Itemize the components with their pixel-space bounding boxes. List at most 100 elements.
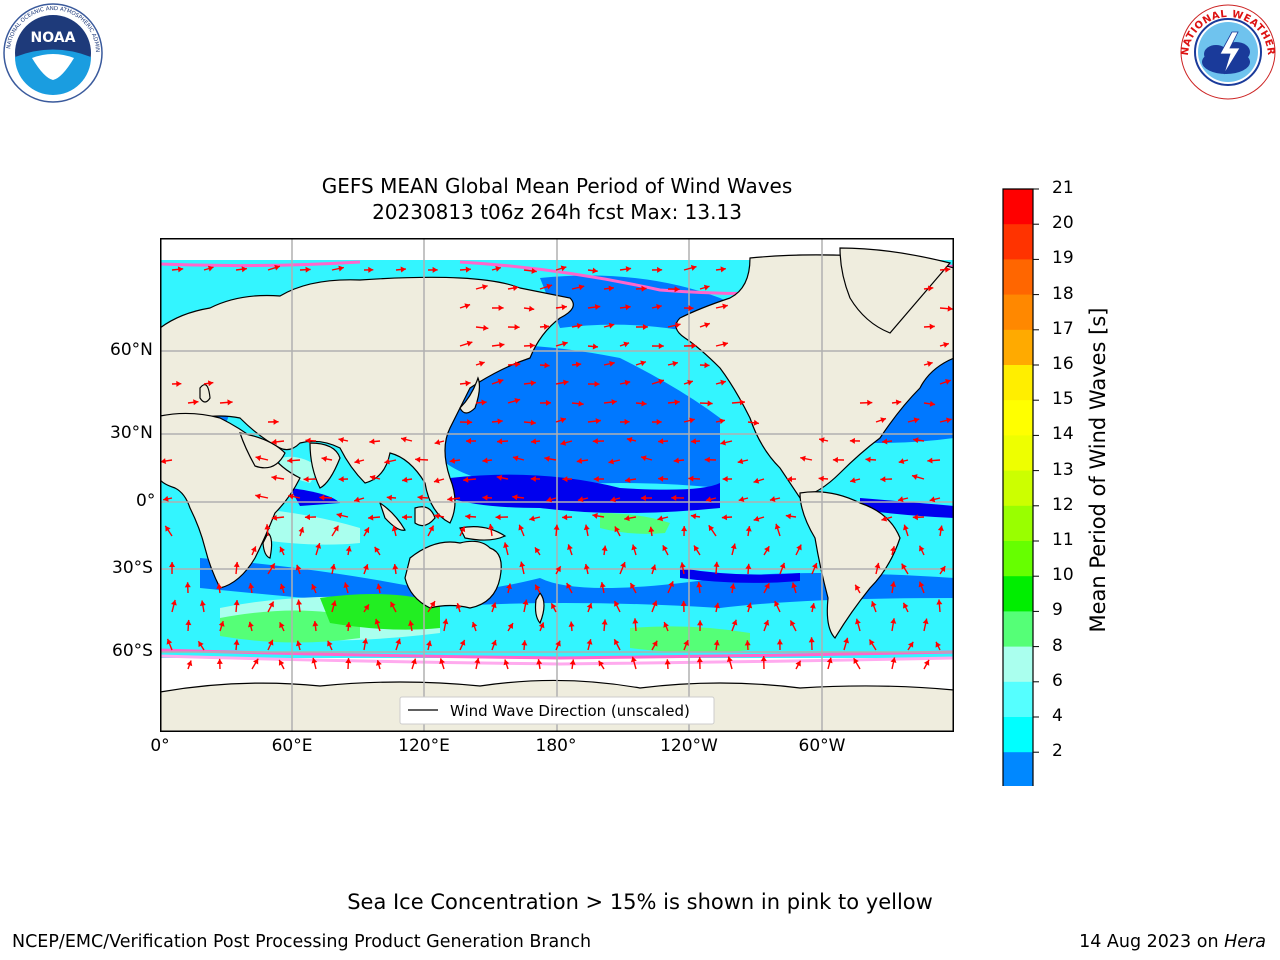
wave-vector-head bbox=[592, 438, 598, 445]
wave-vector-head bbox=[592, 343, 599, 350]
wave-vector-head bbox=[631, 544, 638, 551]
wave-vector-head bbox=[855, 618, 861, 625]
wave-vector-head bbox=[315, 543, 322, 549]
wave-vector-head bbox=[867, 399, 873, 406]
wave-vector-head bbox=[674, 286, 680, 293]
wave-vector-head bbox=[688, 475, 694, 482]
wave-vector-head bbox=[354, 496, 360, 503]
wave-vector-head bbox=[483, 324, 489, 331]
wave-vector-head bbox=[737, 458, 744, 465]
wave-vector-head bbox=[614, 639, 620, 646]
land-sumatra bbox=[378, 501, 406, 531]
land-new-guinea bbox=[459, 526, 507, 541]
wave-vector-head bbox=[345, 658, 352, 664]
wave-vector-head bbox=[641, 285, 647, 292]
wave-vector-head bbox=[169, 561, 176, 567]
colorbar-tick-label: 4 bbox=[1052, 706, 1063, 726]
wave-vector-head bbox=[853, 658, 859, 665]
wave-vector-head bbox=[471, 621, 478, 628]
wave-vector-head bbox=[769, 496, 776, 503]
wave-vector-head bbox=[338, 476, 344, 483]
wave-vector-head bbox=[913, 437, 919, 444]
wave-vector-head bbox=[491, 640, 497, 646]
wave-vector-head bbox=[496, 474, 503, 481]
wave-vector-head bbox=[620, 562, 626, 568]
wave-vector-head bbox=[745, 526, 752, 532]
wave-vector-head bbox=[819, 437, 825, 444]
wave-vector-head bbox=[609, 360, 615, 367]
wave-vector-head bbox=[795, 660, 801, 667]
wave-vector-head bbox=[176, 380, 182, 387]
wave-vector-head bbox=[911, 474, 918, 480]
wave-vector-head bbox=[722, 476, 728, 483]
wave-vector-head bbox=[199, 600, 206, 606]
wave-vector-head bbox=[713, 640, 720, 646]
wave-vector-head bbox=[481, 399, 487, 406]
colorbar-segment bbox=[1003, 611, 1033, 648]
wave-vector-head bbox=[890, 618, 897, 624]
wave-vector-head bbox=[927, 285, 934, 292]
colorbar-tick-label: 19 bbox=[1052, 248, 1074, 269]
wave-vector-head bbox=[278, 659, 285, 666]
land-greenland bbox=[839, 247, 952, 334]
wave-vector-head bbox=[279, 546, 285, 553]
wave-vector-head bbox=[288, 493, 294, 500]
wave-vector-head bbox=[945, 379, 951, 385]
colorbar-segment bbox=[1003, 329, 1033, 366]
wave-vector-head bbox=[704, 456, 710, 463]
wave-vector-head bbox=[560, 417, 566, 424]
wave-vector-head bbox=[578, 400, 584, 407]
wave-vector-head bbox=[333, 525, 339, 532]
wave-vector-head bbox=[586, 639, 593, 645]
wave-vector-head bbox=[544, 455, 550, 462]
wave-vector-head bbox=[719, 418, 725, 425]
wave-vector-head bbox=[593, 476, 599, 483]
wave-vector-head bbox=[160, 458, 167, 465]
wave-vector-head bbox=[447, 495, 453, 502]
wave-vector-head bbox=[362, 638, 369, 644]
colorbar-segment bbox=[1003, 400, 1033, 436]
wave-vector-head bbox=[459, 639, 466, 646]
wave-vector-head bbox=[455, 603, 462, 609]
wave-vector-head bbox=[691, 342, 697, 349]
wave-vector-head bbox=[363, 564, 369, 571]
wave-vector-head bbox=[818, 475, 824, 482]
wave-vector-head bbox=[269, 563, 275, 570]
wave-vector-head bbox=[786, 476, 793, 483]
wave-vector-head bbox=[598, 660, 604, 667]
wave-vector-head bbox=[207, 265, 214, 272]
wave-vector-head bbox=[177, 266, 184, 273]
wave-vector-head bbox=[545, 399, 551, 406]
x-tick-120W: 120°W bbox=[660, 736, 718, 756]
wave-vector-head bbox=[722, 341, 728, 348]
wave-vector-head bbox=[890, 581, 897, 587]
wave-vector-head bbox=[576, 457, 583, 464]
wave-vector-head bbox=[642, 323, 648, 330]
wave-vector-head bbox=[688, 305, 694, 312]
wave-vector-head bbox=[490, 602, 497, 609]
wave-vector-head bbox=[913, 417, 920, 424]
wave-vector-head bbox=[693, 545, 700, 552]
wave-vector-head bbox=[601, 545, 608, 551]
land-arabia bbox=[239, 432, 286, 469]
wave-vector-head bbox=[583, 524, 590, 531]
land-south-america bbox=[799, 491, 901, 639]
wave-vector-head bbox=[764, 546, 770, 553]
wave-vector-head bbox=[434, 439, 441, 446]
wave-vector-head bbox=[640, 495, 646, 502]
wave-vector-head bbox=[186, 660, 193, 667]
wave-vector-head bbox=[902, 602, 909, 609]
wave-vector-head bbox=[530, 475, 536, 482]
colorbar-segment bbox=[1003, 717, 1033, 753]
wave-vector-head bbox=[312, 620, 319, 627]
wave-vector-head bbox=[395, 638, 402, 645]
wave-vector-head bbox=[648, 526, 655, 533]
land-eurasia bbox=[160, 276, 574, 524]
wave-vector-head bbox=[287, 457, 293, 464]
wave-vector-head bbox=[774, 600, 780, 607]
nws-logo: NATIONAL WEATHER SERVICE bbox=[1178, 2, 1276, 100]
wave-vector-head bbox=[363, 527, 370, 534]
wave-vector-head bbox=[753, 515, 760, 522]
wind-wave-vectors bbox=[160, 264, 953, 670]
wave-vector-head bbox=[897, 496, 904, 503]
